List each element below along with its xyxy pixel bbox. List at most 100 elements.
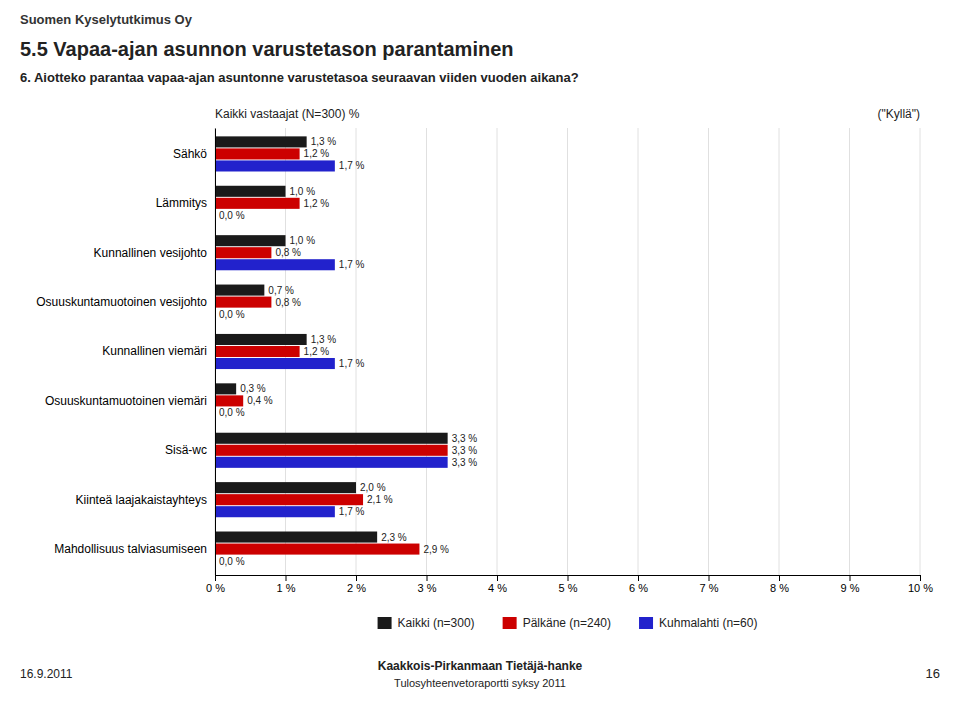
data-label: 3,3 % bbox=[452, 457, 478, 468]
data-label: 0,7 % bbox=[268, 285, 294, 296]
title: 5.5 Vapaa-ajan asunnon varustetason para… bbox=[20, 38, 514, 60]
legend-swatch bbox=[639, 617, 653, 629]
x-tick: 9 % bbox=[841, 575, 860, 594]
footer-text: Tulosyhteenvetoraportti syksy 2011 bbox=[394, 677, 566, 689]
x-tick: 10 % bbox=[908, 575, 933, 594]
y-tick: Kunnallinen vesijohto bbox=[94, 246, 215, 260]
tick-mark bbox=[779, 575, 780, 581]
data-label: 1,3 % bbox=[311, 334, 337, 345]
data-label: 1,7 % bbox=[339, 506, 365, 517]
data-label: 1,0 % bbox=[290, 235, 316, 246]
tick-label: Kunnallinen vesijohto bbox=[94, 246, 208, 260]
tick-label: 4 % bbox=[488, 582, 507, 594]
tick-label: 3 % bbox=[418, 582, 437, 594]
tick-label: 7 % bbox=[700, 582, 719, 594]
chart: Suomen Kyselytutkimus Oy 5.5 Vapaa-ajan a… bbox=[0, 0, 960, 710]
legend-label: Kaikki (n=300) bbox=[398, 616, 475, 630]
legend-item: Pälkäne (n=240) bbox=[503, 616, 611, 630]
legend-item: Kaikki (n=300) bbox=[378, 616, 475, 630]
data-label: 1,2 % bbox=[304, 198, 330, 209]
bar bbox=[215, 457, 448, 468]
y-tick: Mahdollisuus talviasumiseen bbox=[54, 542, 215, 556]
x-tick: 5 % bbox=[559, 575, 578, 594]
data-label: 0,0 % bbox=[219, 210, 245, 221]
tick-label: 8 % bbox=[770, 582, 789, 594]
bar bbox=[215, 346, 300, 357]
bar bbox=[215, 186, 286, 197]
tick-label: 1 % bbox=[277, 582, 296, 594]
bar bbox=[215, 235, 286, 246]
bar bbox=[215, 198, 300, 209]
grid-line bbox=[779, 128, 780, 575]
data-label: 1,2 % bbox=[304, 346, 330, 357]
x-tick: 4 % bbox=[488, 575, 507, 594]
grid-line bbox=[920, 128, 921, 575]
x-tick: 0 % bbox=[206, 575, 225, 594]
bar bbox=[215, 285, 264, 296]
data-label: 2,3 % bbox=[381, 532, 407, 543]
tick-label: Osuuskuntamuotoinen vesijohto bbox=[36, 295, 207, 309]
series bbox=[215, 136, 448, 542]
data-label: 0,0 % bbox=[219, 309, 245, 320]
bar bbox=[215, 334, 307, 345]
legend-swatch bbox=[503, 617, 517, 629]
y-tick: Osuuskuntamuotoinen vesijohto bbox=[36, 295, 215, 309]
tick-label: 0 % bbox=[206, 582, 225, 594]
legend-label: Kuhmalahti (n=60) bbox=[659, 616, 757, 630]
data-label: 0,8 % bbox=[275, 297, 301, 308]
x-tick: 2 % bbox=[347, 575, 366, 594]
y-tick: Osuuskuntamuotoinen viemäri bbox=[45, 394, 215, 408]
tick-label: 9 % bbox=[841, 582, 860, 594]
bar bbox=[215, 136, 307, 147]
bar bbox=[215, 259, 335, 270]
legend: Kaikki (n=300) Pälkäne (n=240) Kuhmalahti … bbox=[378, 616, 758, 630]
data-label: 0,4 % bbox=[247, 395, 273, 406]
axis-line bbox=[216, 576, 921, 582]
legend-item: Kuhmalahti (n=60) bbox=[639, 616, 757, 630]
tick-mark bbox=[709, 575, 710, 581]
bar bbox=[215, 433, 448, 444]
bar bbox=[215, 160, 335, 171]
series bbox=[215, 148, 448, 554]
grid-line bbox=[215, 128, 216, 575]
data-label: 1,3 % bbox=[311, 136, 337, 147]
data-label: 2,9 % bbox=[423, 544, 449, 555]
annotation: ("Kyllä") bbox=[877, 107, 920, 121]
grid-line bbox=[708, 128, 709, 575]
tick-label: Kiinteä laajakaistayhteys bbox=[76, 493, 207, 507]
bar bbox=[215, 532, 377, 543]
tick-label: Osuuskuntamuotoinen viemäri bbox=[45, 394, 207, 408]
bar bbox=[215, 247, 271, 258]
tick-mark bbox=[638, 575, 639, 581]
data-label: 0,8 % bbox=[275, 247, 301, 258]
data-label: 2,1 % bbox=[367, 494, 393, 505]
tick-mark bbox=[497, 575, 498, 581]
tick-mark bbox=[215, 575, 216, 581]
y-tick: Kunnallinen viemäri bbox=[102, 344, 215, 358]
x-tick: 6 % bbox=[629, 575, 648, 594]
bars bbox=[215, 136, 448, 554]
data-label: 3,3 % bbox=[452, 433, 478, 444]
y-axis: SähköLämmitysKunnallinen vesijohtoOsuusk… bbox=[36, 129, 215, 576]
header: Suomen Kyselytutkimus Oy bbox=[20, 12, 193, 27]
grid-line bbox=[426, 128, 427, 575]
grid-line bbox=[849, 128, 850, 575]
footer-text: Kaakkois-Pirkanmaan Tietäjä-hanke bbox=[378, 659, 583, 673]
x-tick: 1 % bbox=[277, 575, 296, 594]
data-label: 2,0 % bbox=[360, 482, 386, 493]
footer-text: 16.9.2011 bbox=[20, 667, 73, 681]
data-label: 3,3 % bbox=[452, 445, 478, 456]
tick-mark bbox=[850, 575, 851, 581]
data-label: 1,2 % bbox=[304, 148, 330, 159]
x-axis: 0 % 1 % 2 % 3 % 4 % 5 % 6 % 7 % 8 % 9 % 10 % bbox=[206, 575, 933, 594]
data-label: 1,7 % bbox=[339, 259, 365, 270]
y-tick: Kiinteä laajakaistayhteys bbox=[76, 493, 215, 507]
subtitle: 6. Aiotteko parantaa vapaa-ajan asuntonn… bbox=[20, 70, 579, 85]
data-labels: 1,3 %1,0 %1,0 %0,7 %1,3 %0,3 %3,3 %2,0 %… bbox=[219, 136, 477, 566]
data-label: 0,0 % bbox=[219, 556, 245, 567]
data-label: 0,3 % bbox=[240, 383, 266, 394]
y-tick: Sähkö bbox=[173, 147, 215, 161]
bar bbox=[215, 445, 448, 456]
bar bbox=[215, 148, 300, 159]
data-label: 1,7 % bbox=[339, 358, 365, 369]
